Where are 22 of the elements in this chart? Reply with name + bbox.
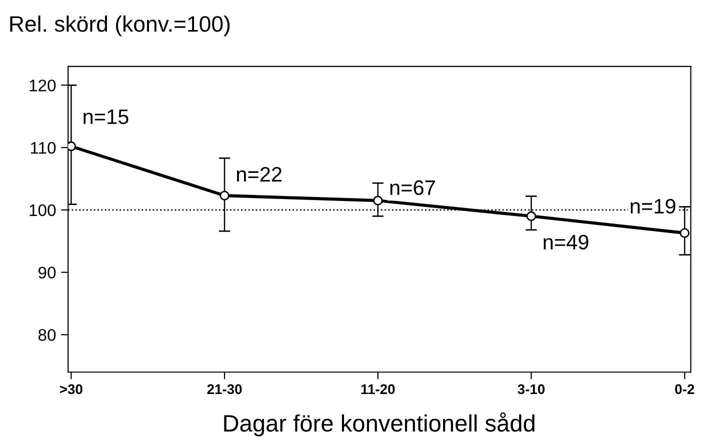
y-tick-label: 110 [30,142,56,154]
x-tick-label: 0-2 [675,384,694,394]
annotation: n=15 [84,110,128,124]
y-tick-label: 100 [30,204,56,216]
x-axis-title: Dagar före konventionell sådd [224,412,534,436]
x-tick-label: >30 [60,384,82,394]
y-tick-label: 90 [38,266,56,279]
y-axis-title: Rel. skörd (konv.=100) [10,16,230,36]
y-tick-label: 120 [30,80,56,92]
annotation: n=19 [630,198,676,214]
y-tick-label: 80 [38,329,56,341]
point [220,190,230,200]
annotation: n=22 [237,166,282,182]
point [526,211,536,222]
x-tick-label: 21-30 [207,384,242,394]
annotation: n=49 [544,234,588,250]
point [680,228,690,238]
point [68,141,76,152]
x-tick-label: 3-10 [518,384,545,394]
x-tick-label: 11-20 [361,384,395,394]
annotation: n=67 [390,180,435,196]
point [373,196,383,206]
